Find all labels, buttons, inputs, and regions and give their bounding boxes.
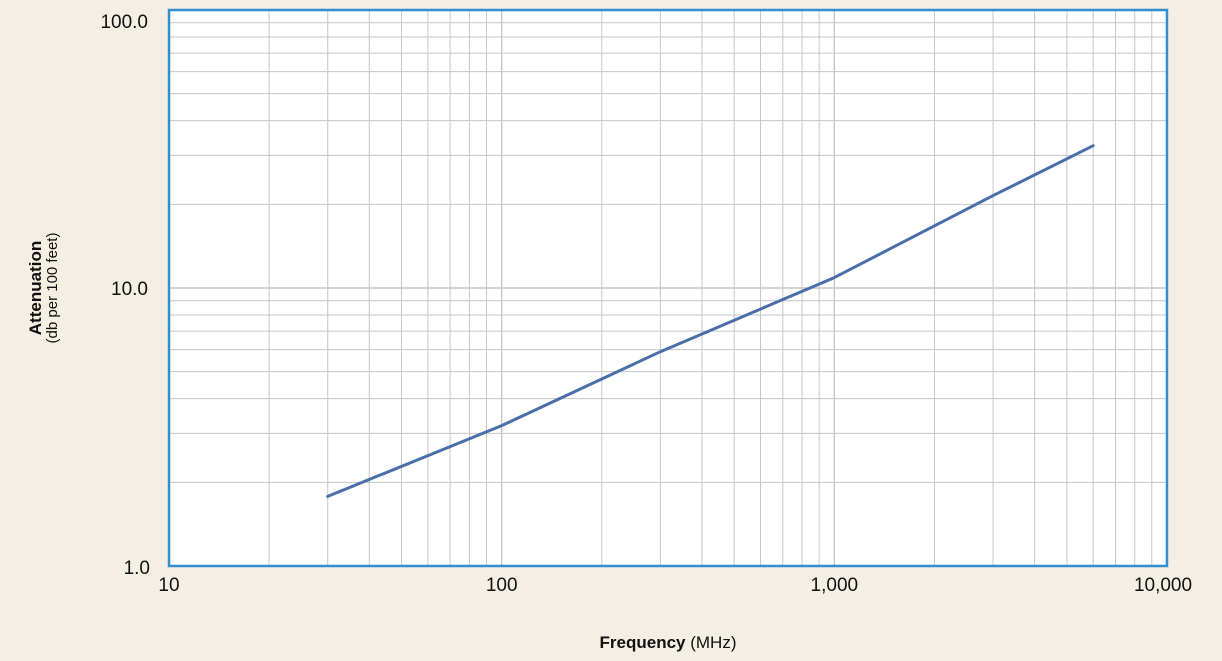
x-tick-label: 10,000 — [1134, 575, 1192, 596]
y-tick-labels: 1.0 10.0 100.0 — [100, 12, 150, 579]
y-axis-title-unit: (db per 100 feet) — [44, 233, 61, 344]
x-axis-title-bold: Frequency — [600, 633, 687, 652]
y-tick-label: 10.0 — [111, 279, 148, 300]
x-tick-label: 1,000 — [811, 575, 859, 596]
y-axis-title-bold: Attenuation — [26, 241, 45, 335]
y-tick-label: 1.0 — [124, 558, 150, 579]
x-tick-labels: 10 100 1,000 10,000 — [158, 575, 1192, 596]
x-tick-label: 10 — [158, 575, 179, 596]
plot-border — [167, 8, 1169, 568]
x-tick-label: 100 — [486, 575, 518, 596]
x-axis-title-unit: (MHz) — [686, 633, 737, 652]
attenuation-line — [326, 144, 1095, 498]
x-axis-title: Frequency (MHz) — [600, 633, 737, 652]
y-axis-title: Attenuation (db per 100 feet) — [26, 233, 61, 344]
y-tick-label: 100.0 — [100, 12, 148, 33]
grid-lines — [169, 10, 1167, 566]
